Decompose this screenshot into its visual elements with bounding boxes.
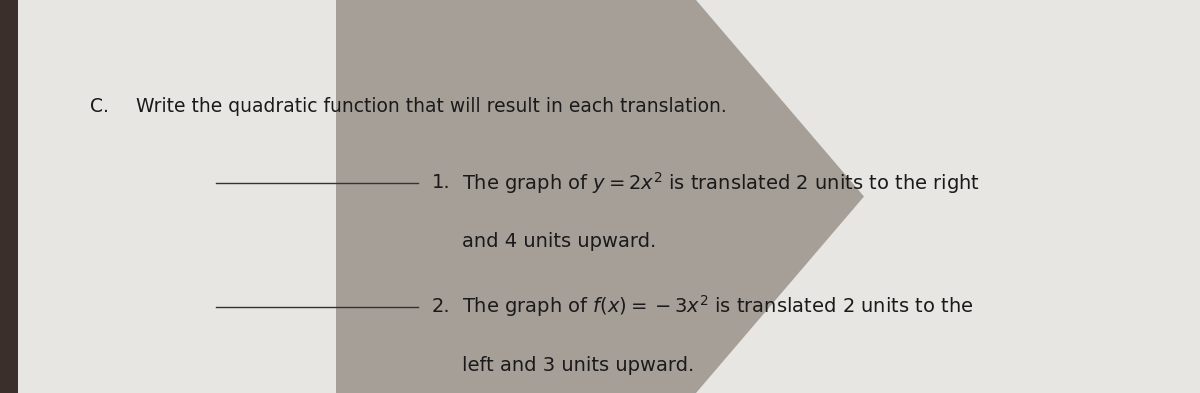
Text: Write the quadratic function that will result in each translation.: Write the quadratic function that will r… bbox=[136, 97, 726, 116]
Text: 1.: 1. bbox=[432, 173, 451, 192]
Bar bbox=[0, 0, 18, 393]
Text: and 4 units upward.: and 4 units upward. bbox=[462, 232, 656, 251]
Text: C.: C. bbox=[90, 97, 109, 116]
PathPatch shape bbox=[336, 0, 864, 393]
Text: The graph of $f(x) = -3x^2$ is translated 2 units to the: The graph of $f(x) = -3x^2$ is translate… bbox=[462, 294, 973, 320]
Text: left and 3 units upward.: left and 3 units upward. bbox=[462, 356, 695, 375]
Text: 2.: 2. bbox=[432, 297, 451, 316]
Text: The graph of $y = 2x^2$ is translated 2 units to the right: The graph of $y = 2x^2$ is translated 2 … bbox=[462, 170, 980, 196]
